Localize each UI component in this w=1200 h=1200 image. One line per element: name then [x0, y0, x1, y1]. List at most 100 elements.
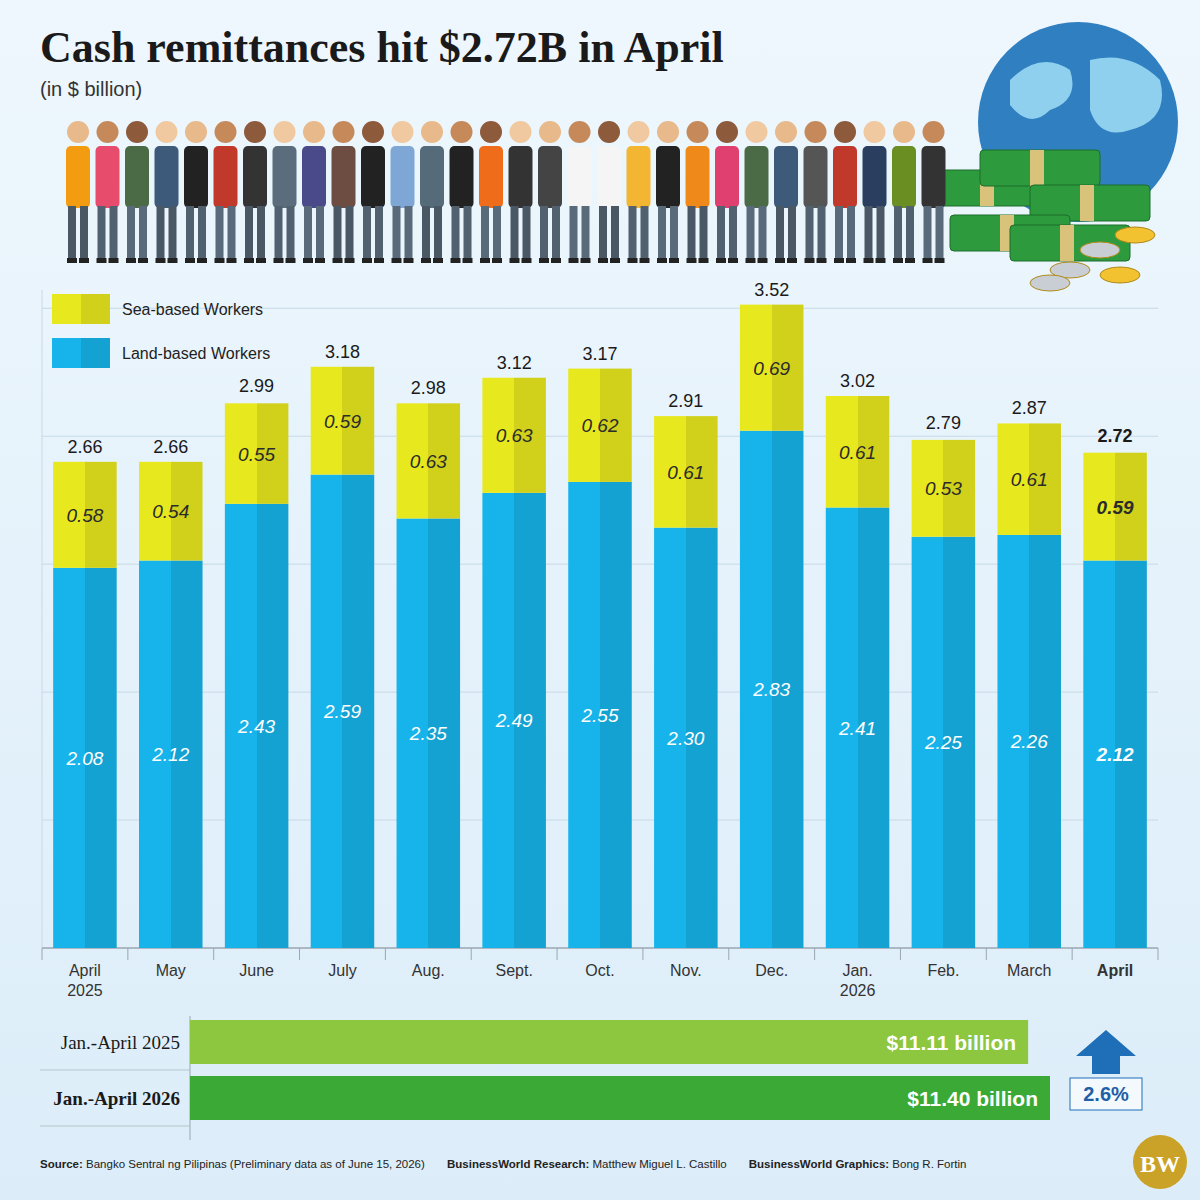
worker-figure	[450, 121, 474, 263]
worker-figure	[509, 121, 533, 263]
segment-label: 2.25	[924, 732, 962, 753]
bar-segment	[826, 508, 890, 948]
category-separator	[471, 948, 472, 960]
comparison-value: $11.11 billion	[887, 1031, 1017, 1054]
total-label: 3.52	[754, 280, 789, 300]
bar-segment	[1083, 453, 1147, 561]
total-label: 2.72	[1098, 426, 1133, 446]
money-band	[1030, 150, 1044, 186]
category-separator	[42, 948, 43, 960]
bar-segment	[826, 396, 890, 507]
comparison-bars	[190, 1020, 1050, 1120]
row-separator	[40, 1070, 190, 1071]
change-label: 2.6%	[1083, 1083, 1129, 1105]
segment-label: 2.08	[65, 748, 103, 769]
change-arrow	[1076, 1030, 1136, 1074]
segment-label: 0.54	[152, 501, 189, 522]
category-separator	[557, 948, 558, 960]
category-separator	[127, 948, 128, 960]
category-separator	[642, 948, 643, 960]
comparison-bar	[190, 1076, 1050, 1120]
segment-label: 2.35	[409, 723, 447, 744]
bar-segment	[482, 378, 546, 493]
bar-segment	[53, 462, 117, 568]
category-label: Feb.	[927, 962, 959, 979]
bar-segment	[482, 493, 546, 948]
worker-figure	[66, 121, 90, 263]
worker-figure	[214, 121, 238, 263]
footer-text: Matthew Miguel L. Castillo	[589, 1158, 726, 1170]
worker-figure	[833, 121, 857, 263]
bar-segment	[311, 367, 375, 475]
comparison-category: Jan.-April 2026	[53, 1088, 180, 1109]
footer-text: Bangko Sentral ng Pilipinas (Preliminary…	[83, 1158, 425, 1170]
bar-segment	[53, 568, 117, 948]
total-label: 3.17	[582, 344, 617, 364]
segment-label: 2.12	[1096, 744, 1134, 765]
segment-label: 2.41	[838, 718, 876, 739]
footer-item: Source: Bangko Sentral ng Pilipinas (Pre…	[40, 1158, 425, 1170]
category-separator	[213, 948, 214, 960]
category-separator	[900, 948, 901, 960]
bar-segment	[568, 482, 632, 948]
worker-figure	[184, 121, 208, 263]
footer-label: Source:	[40, 1158, 83, 1170]
legend-label: Sea-based Workers	[122, 301, 263, 318]
worker-figure	[892, 121, 916, 263]
bar-segment	[912, 440, 976, 537]
change-box	[1070, 1078, 1142, 1110]
bar-segment	[740, 305, 804, 431]
segment-label: 2.49	[495, 710, 533, 731]
worker-figure	[686, 121, 710, 263]
segment-label: 2.26	[1010, 731, 1048, 752]
bar-segment	[568, 369, 632, 482]
segment-label: 0.62	[582, 415, 619, 436]
money	[1010, 225, 1130, 261]
total-label: 3.02	[840, 371, 875, 391]
subtitle: (in $ billion)	[40, 78, 142, 100]
category-label: June	[239, 962, 274, 979]
footer-label: BusinessWorld Research:	[447, 1158, 589, 1170]
category-label: May	[156, 962, 186, 979]
worker-figure	[863, 121, 887, 263]
money-band	[1080, 185, 1094, 221]
category-label: July	[328, 962, 356, 979]
category-label: March	[1007, 962, 1051, 979]
segment-label: 0.61	[1011, 469, 1048, 490]
total-label: 2.66	[67, 437, 102, 457]
bar-segment	[225, 504, 289, 948]
data-labels: 2.082.122.432.592.352.492.552.302.832.41…	[65, 280, 1134, 769]
segment-label: 0.69	[753, 358, 790, 379]
worker-figure	[627, 121, 651, 263]
footer-label: BusinessWorld Graphics:	[749, 1158, 889, 1170]
worker-figure	[273, 121, 297, 263]
category-label: April2025	[67, 962, 103, 999]
total-label: 3.12	[497, 353, 532, 373]
worker-figure	[361, 121, 385, 263]
worker-figure	[332, 121, 356, 263]
segment-label: 0.61	[667, 462, 704, 483]
worker-figure	[715, 121, 739, 263]
legend-swatch	[52, 338, 110, 368]
category-label: April	[1097, 962, 1133, 979]
logo	[1133, 1135, 1187, 1189]
money	[980, 150, 1100, 186]
worker-figure	[243, 121, 267, 263]
segment-label: 2.59	[323, 701, 361, 722]
segment-label: 0.59	[1097, 497, 1134, 518]
bar-segment	[311, 475, 375, 948]
category-separator	[814, 948, 815, 960]
segment-label: 0.53	[925, 478, 962, 499]
category-separator	[1158, 948, 1159, 960]
worker-figure	[922, 121, 946, 263]
segment-label: 0.58	[66, 505, 103, 526]
bar-segment	[740, 431, 804, 948]
coin	[1100, 267, 1140, 283]
worker-figure	[804, 121, 828, 263]
total-label: 2.87	[1012, 398, 1047, 418]
footer-item: BusinessWorld Research: Matthew Miguel L…	[447, 1158, 727, 1170]
segment-label: 0.63	[496, 425, 533, 446]
legend: Sea-based WorkersLand-based Workers	[52, 294, 270, 368]
category-label: Sept.	[495, 962, 532, 979]
legend-swatch	[52, 294, 110, 324]
